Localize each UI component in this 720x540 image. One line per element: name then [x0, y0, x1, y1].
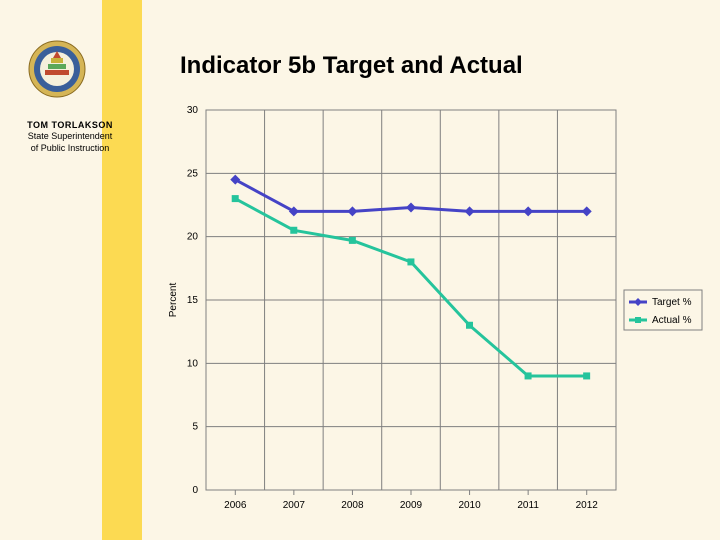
svg-text:30: 30	[187, 105, 199, 116]
svg-text:2012: 2012	[576, 500, 599, 511]
svg-text:0: 0	[192, 485, 198, 496]
svg-text:10: 10	[187, 358, 199, 369]
author-role-2: of Public Instruction	[10, 143, 130, 154]
svg-text:25: 25	[187, 168, 199, 179]
svg-text:Target %: Target %	[652, 297, 692, 308]
author-name: TOM TORLAKSON	[10, 120, 130, 131]
svg-text:5: 5	[192, 422, 198, 433]
svg-text:2008: 2008	[341, 500, 364, 511]
line-chart: 0 5 10 15 20 25 30 2006 2007 2008 2009 2010 2011 2012…	[161, 100, 711, 530]
svg-text:20: 20	[187, 232, 199, 243]
svg-text:Percent: Percent	[168, 283, 179, 318]
slide-root: TOM TORLAKSON State Superintendent of Pu…	[0, 0, 720, 540]
page-title: Indicator 5b Target and Actual	[180, 52, 523, 80]
svg-text:2009: 2009	[400, 500, 423, 511]
svg-text:15: 15	[187, 295, 199, 306]
svg-text:2006: 2006	[224, 500, 247, 511]
svg-text:Actual %: Actual %	[652, 315, 692, 326]
yellow-band	[102, 0, 142, 540]
svg-text:2011: 2011	[517, 500, 539, 511]
svg-text:2007: 2007	[283, 500, 306, 511]
state-seal-icon	[28, 40, 86, 98]
author-block: TOM TORLAKSON State Superintendent of Pu…	[10, 120, 130, 154]
svg-text:2010: 2010	[458, 500, 481, 511]
author-role-1: State Superintendent	[10, 131, 130, 142]
